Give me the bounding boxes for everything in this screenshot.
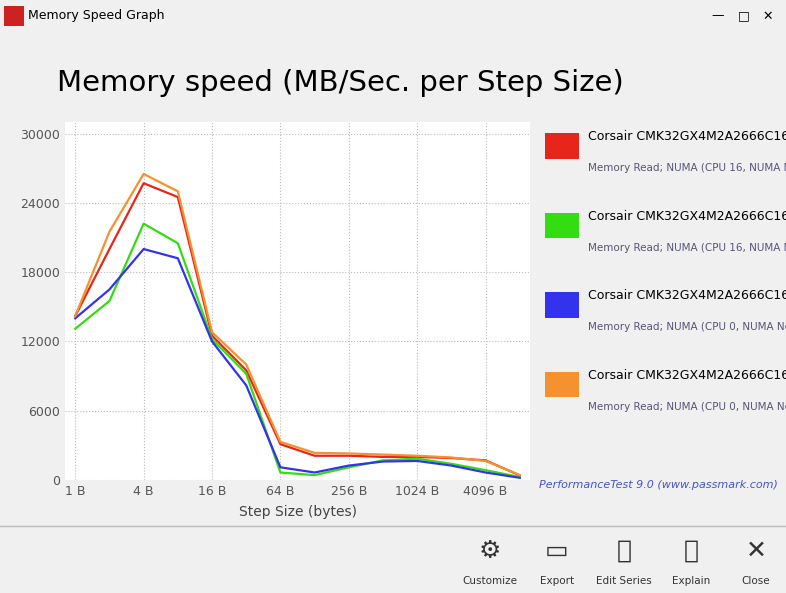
FancyBboxPatch shape [545,213,578,238]
Text: Memory Speed Graph: Memory Speed Graph [28,9,164,23]
Text: Memory Read; NUMA (CPU 0, NUMA Node 1): Memory Read; NUMA (CPU 0, NUMA Node 1) [588,323,786,333]
X-axis label: Step Size (bytes): Step Size (bytes) [238,505,357,519]
Bar [4,6,24,26]
Text: ▭: ▭ [545,539,569,563]
Text: Memory Read; NUMA (CPU 16, NUMA Node 0): Memory Read; NUMA (CPU 16, NUMA Node 0) [588,243,786,253]
Text: Close: Close [742,576,770,586]
Text: □: □ [738,9,750,23]
Text: Memory Read; NUMA (CPU 16, NUMA Node 1): Memory Read; NUMA (CPU 16, NUMA Node 1) [588,163,786,173]
FancyBboxPatch shape [545,133,578,158]
Text: PerformanceTest 9.0 (www.passmark.com): PerformanceTest 9.0 (www.passmark.com) [539,480,778,490]
Text: Explain: Explain [672,576,710,586]
Text: Corsair CMK32GX4M2A2666C16: Corsair CMK32GX4M2A2666C16 [588,369,786,382]
Text: —: — [712,9,724,23]
Text: 📈: 📈 [616,539,631,563]
Text: ⚙: ⚙ [479,539,501,563]
FancyBboxPatch shape [545,292,578,318]
Text: Memory speed (MB/Sec. per Step Size): Memory speed (MB/Sec. per Step Size) [57,69,624,97]
Text: ✕: ✕ [745,539,766,563]
Text: Corsair CMK32GX4M2A2666C16: Corsair CMK32GX4M2A2666C16 [588,130,786,144]
Text: Export: Export [540,576,574,586]
Text: Corsair CMK32GX4M2A2666C16: Corsair CMK32GX4M2A2666C16 [588,289,786,302]
Text: ✕: ✕ [762,9,773,23]
Text: Customize: Customize [462,576,517,586]
Text: ❓: ❓ [684,539,699,563]
FancyBboxPatch shape [545,372,578,397]
Text: Edit Series: Edit Series [596,576,652,586]
Text: Memory Read; NUMA (CPU 0, NUMA Node 0): Memory Read; NUMA (CPU 0, NUMA Node 0) [588,402,786,412]
Text: Corsair CMK32GX4M2A2666C16: Corsair CMK32GX4M2A2666C16 [588,210,786,223]
